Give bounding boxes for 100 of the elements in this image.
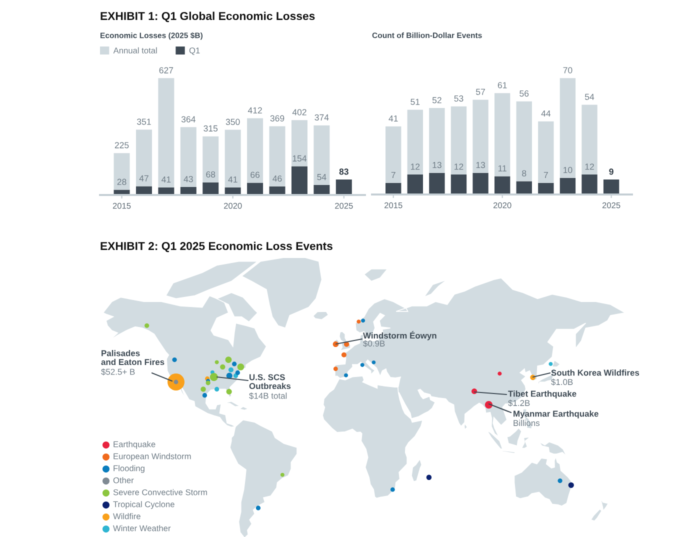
data-label: 11 [498, 165, 506, 172]
x-tick-label: 2015 [112, 202, 131, 209]
category-label: Wildfire [113, 513, 140, 520]
total-label: 54 [584, 94, 594, 100]
bar [516, 101, 532, 182]
category-label: Earthquake [114, 441, 156, 449]
bar [538, 121, 554, 183]
data-label: 68 [206, 171, 216, 178]
text: $52.5+ B [101, 368, 135, 376]
data-label: 54 [317, 174, 326, 180]
bar [269, 126, 286, 186]
data-label: 12 [454, 164, 464, 170]
bar [247, 182, 264, 195]
text: Billions [514, 420, 540, 426]
bar [494, 176, 510, 194]
bar [114, 153, 130, 190]
data-label: 10 [564, 166, 572, 174]
bar [158, 78, 174, 188]
bar [494, 93, 510, 176]
text: Myanmar Earthquake [514, 410, 598, 418]
text: Palisades and Eaton Fires [101, 350, 164, 366]
total-label: 70 [563, 67, 572, 74]
total-label: 225 [114, 142, 129, 148]
bar [407, 110, 423, 175]
data-label: 83 [339, 168, 348, 175]
bar [336, 180, 352, 195]
x-tick-label: 2020 [224, 202, 242, 209]
bar [472, 100, 488, 173]
legend-label: Q1 [189, 48, 200, 55]
data-label: 8 [522, 170, 526, 176]
total-label: 41 [388, 115, 398, 122]
category-label: Flooding [114, 465, 144, 473]
bar [202, 136, 219, 182]
data-label: 12 [585, 164, 594, 170]
data-label: 13 [432, 162, 442, 168]
x-tick-label: 2020 [493, 202, 512, 208]
category-label: Tropical Cyclone [113, 501, 174, 509]
bar [538, 182, 554, 194]
category-label: Other [113, 477, 134, 484]
legend-label: Annual total [113, 47, 157, 54]
total-label: 315 [204, 125, 218, 132]
bar [582, 104, 598, 175]
x-tick-label: 2025 [335, 202, 353, 209]
data-label: 41 [228, 176, 238, 182]
bar [429, 108, 445, 173]
bar [560, 178, 576, 194]
data-label: 41 [162, 176, 171, 182]
bar [247, 118, 264, 183]
bar [202, 182, 219, 195]
total-label: 61 [498, 82, 507, 88]
bar [516, 181, 532, 194]
text: $1.0B [551, 378, 573, 386]
bar [603, 180, 620, 194]
bar [291, 120, 308, 166]
total-label: 351 [137, 118, 151, 125]
total-label: 350 [226, 118, 240, 126]
total-label: 627 [159, 67, 174, 74]
bar [386, 126, 402, 183]
data-label: 46 [272, 175, 282, 182]
total-label: 51 [410, 98, 420, 105]
data-label: 154 [292, 155, 307, 162]
total-label: 402 [292, 109, 306, 116]
text: $14B total [249, 392, 287, 400]
bar [450, 106, 467, 175]
bar [224, 130, 241, 188]
bar [429, 172, 445, 194]
data-label: 47 [139, 175, 148, 182]
total-label: 52 [432, 97, 442, 104]
bar [582, 174, 598, 194]
total-label: 56 [520, 90, 529, 97]
category-label: European Windstorm [114, 453, 191, 461]
total-label: 364 [181, 116, 196, 122]
bar [136, 130, 152, 186]
category-label: Winter Weather [113, 525, 171, 532]
total-label: 44 [541, 110, 551, 116]
text: South Korea Wildfires [551, 370, 640, 376]
bar [560, 78, 576, 178]
data-label: 12 [410, 164, 420, 170]
data-label: 7 [544, 172, 548, 178]
total-label: 53 [454, 95, 464, 102]
text: $1.2B [508, 400, 530, 407]
data-label: 66 [250, 172, 260, 178]
bar [180, 127, 196, 187]
bar [407, 174, 423, 194]
total-label: 57 [476, 88, 485, 95]
text: Windstorm Éowyn [363, 331, 436, 340]
bar [472, 172, 488, 194]
chart-title: EXHIBIT 1: Q1 Global Economic Losses [100, 12, 315, 22]
data-label: 13 [476, 162, 486, 168]
text: U.S. SCS Outbreaks [249, 374, 291, 390]
data-label: 7 [391, 172, 396, 178]
data-label: 28 [117, 178, 126, 185]
bar [291, 166, 308, 195]
text: EXHIBIT 2: Q1 2025 Economic Loss Events [100, 242, 332, 252]
category-label: Severe Convective Storm [113, 489, 207, 496]
total-label: 412 [248, 107, 262, 114]
data-label: 43 [184, 176, 193, 182]
data-label: 9 [609, 168, 614, 175]
bar [136, 186, 152, 195]
bar [314, 125, 330, 185]
